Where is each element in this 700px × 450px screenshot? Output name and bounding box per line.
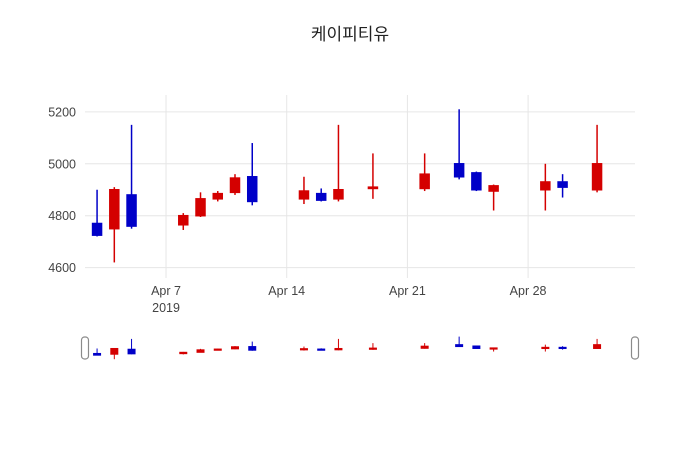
candle-body (334, 347, 343, 351)
candle-body (196, 349, 205, 353)
rangeslider[interactable] (80, 333, 640, 363)
candlestick (195, 192, 206, 217)
candle-body (558, 346, 567, 350)
candlestick-series (91, 109, 603, 263)
candle-body (127, 348, 136, 355)
candlestick (471, 171, 482, 192)
y-axis-labels: 4600 4800 5000 5200 (48, 105, 76, 275)
candle-body (471, 172, 482, 191)
candlestick (248, 341, 257, 351)
candlestick (540, 163, 551, 211)
candle-body (540, 181, 551, 191)
candlestick (196, 348, 205, 353)
candle-body (593, 344, 602, 349)
x-axis-labels: Apr 7 2019 Apr 14 Apr 21 Apr 28 (151, 284, 546, 315)
candlestick (488, 184, 499, 211)
candlestick (213, 348, 222, 351)
candle-body (229, 177, 241, 194)
candle-body (248, 346, 257, 351)
candlestick (419, 153, 430, 192)
candle-body (419, 173, 430, 190)
candle-body (591, 163, 603, 191)
candlestick (91, 189, 103, 237)
candle-body (333, 188, 344, 200)
candlestick (557, 174, 568, 198)
candlestick (453, 109, 465, 180)
candlestick (333, 124, 344, 202)
candlestick (109, 187, 120, 263)
candle-body (246, 176, 258, 203)
candlestick (558, 346, 567, 350)
x-tick-sublabel: 2019 (152, 301, 180, 315)
candlestick (212, 191, 224, 202)
candle-body (195, 198, 206, 217)
candle-body (126, 194, 137, 227)
candle-body (178, 214, 189, 226)
candlestick (367, 153, 379, 199)
candlestick (455, 336, 464, 348)
candlestick (472, 345, 481, 349)
candle-body (315, 192, 327, 201)
candle-body (93, 352, 102, 356)
candle-body (541, 346, 550, 350)
candlestick (127, 338, 136, 355)
candlestick (179, 351, 188, 355)
candlestick (229, 174, 241, 195)
candle-body (110, 347, 119, 355)
candlestick (110, 347, 119, 360)
candle-body (213, 348, 222, 351)
rangeslider-track[interactable] (85, 333, 635, 363)
candle-body (212, 192, 224, 200)
candle-body (489, 347, 498, 350)
candlestick (334, 338, 343, 351)
candlestick (299, 346, 308, 351)
candle-body (317, 348, 326, 351)
candle-body (488, 185, 499, 192)
candlestick (317, 348, 326, 351)
x-tick-label: Apr 7 (151, 284, 181, 298)
candlestick (591, 124, 603, 193)
candlestick (420, 343, 429, 349)
x-tick-label: Apr 28 (510, 284, 547, 298)
rangeslider-handle-right[interactable] (630, 336, 640, 360)
candle-body (420, 345, 429, 349)
candle-body (298, 190, 310, 200)
candlestick (231, 346, 239, 350)
candlestick (93, 348, 102, 356)
candle-body (299, 348, 308, 351)
candle-body (91, 222, 103, 236)
candle-body (455, 344, 464, 348)
y-tick-label: 4800 (48, 209, 76, 223)
candlestick (178, 213, 189, 230)
candlestick (246, 143, 258, 206)
candlestick (315, 188, 327, 202)
rangeslider-handle-left[interactable] (80, 336, 90, 360)
candle-body (109, 188, 120, 230)
candle-body (231, 346, 239, 350)
x-tick-label: Apr 14 (268, 284, 305, 298)
candle-body (453, 163, 465, 178)
y-tick-label: 5200 (48, 105, 76, 119)
candle-body (557, 181, 568, 188)
candlestick (368, 343, 377, 350)
candle-body (368, 347, 377, 350)
candle-body (472, 345, 481, 349)
candlestick (126, 124, 137, 229)
candlestick (593, 338, 602, 349)
candlestick (298, 176, 310, 205)
y-tick-label: 5000 (48, 157, 76, 171)
candle-body (179, 351, 188, 355)
x-tick-label: Apr 21 (389, 284, 426, 298)
candlestick (489, 347, 498, 352)
chart-title: 케이피티유 (311, 25, 389, 44)
candlestick (541, 344, 550, 352)
y-tick-label: 4600 (48, 261, 76, 275)
candle-body (367, 186, 379, 190)
gridlines (85, 95, 635, 278)
